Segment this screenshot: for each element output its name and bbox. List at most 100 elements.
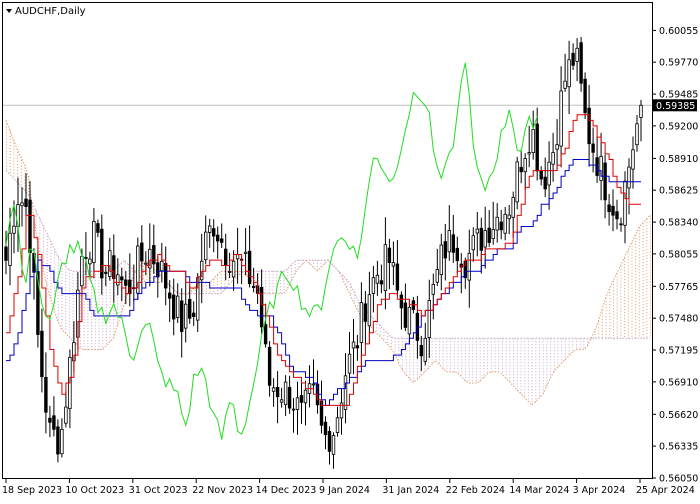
cloud-dot xyxy=(553,362,555,364)
candle-body xyxy=(235,254,240,260)
cloud-dot xyxy=(446,356,448,358)
cloud-dot xyxy=(646,282,648,284)
candle-body xyxy=(607,204,611,213)
cloud-dot xyxy=(413,374,415,376)
cloud-dot xyxy=(642,292,644,294)
cloud-dot xyxy=(139,266,141,268)
cloud-dot xyxy=(527,338,529,340)
cloud-dot xyxy=(498,350,500,352)
cloud-dot xyxy=(509,356,511,358)
cloud-dot xyxy=(54,290,56,292)
cloud-dot xyxy=(453,353,455,355)
candle-body xyxy=(475,228,479,234)
cloud-dot xyxy=(513,347,515,349)
cloud-dot xyxy=(68,320,70,322)
cloud-dot xyxy=(487,365,489,367)
cloud-dot xyxy=(13,169,15,171)
cloud-dot xyxy=(638,290,640,292)
cloud-dot xyxy=(609,334,611,335)
cloud-dot xyxy=(402,338,403,340)
cloud-dot xyxy=(54,257,56,259)
cloud-dot xyxy=(494,347,496,349)
cloud-dot xyxy=(513,350,515,352)
cloud-dot xyxy=(390,336,392,338)
cloud-dot xyxy=(265,274,267,276)
cloud-dot xyxy=(113,316,115,318)
cloud-dot xyxy=(457,356,459,358)
cloud-dot xyxy=(487,344,489,346)
cloud-dot xyxy=(453,341,455,343)
triangle-down-icon[interactable] xyxy=(6,9,12,13)
cloud-dot xyxy=(472,380,474,382)
cloud-dot xyxy=(483,368,485,370)
cloud-dot xyxy=(294,267,296,269)
cloud-dot xyxy=(635,235,637,236)
cloud-dot xyxy=(268,289,270,291)
cloud-dot xyxy=(620,334,622,336)
cloud-dot xyxy=(320,263,322,265)
cloud-dot xyxy=(624,294,626,296)
cloud-dot xyxy=(601,309,603,311)
cloud-dot xyxy=(620,271,622,273)
cloud-dot xyxy=(616,324,618,326)
cloud-dot xyxy=(91,331,93,333)
cloud-dot xyxy=(646,219,648,221)
cloud-dot xyxy=(646,258,648,260)
cloud-dot xyxy=(616,297,618,299)
cloud-dot xyxy=(80,319,81,321)
cloud-dot xyxy=(68,293,70,295)
candle-body xyxy=(219,238,224,243)
cloud-dot xyxy=(516,383,518,385)
cloud-dot xyxy=(516,389,518,391)
cloud-dot xyxy=(642,295,644,297)
cloud-dot xyxy=(479,338,481,340)
cloud-dot xyxy=(461,341,463,343)
cloud-dot xyxy=(346,285,348,287)
cloud-dot xyxy=(616,306,618,308)
cloud-dot xyxy=(494,341,496,343)
candle-body xyxy=(80,255,84,287)
cloud-dot xyxy=(353,297,355,299)
cloud-dot xyxy=(427,368,429,370)
cloud-dot xyxy=(105,310,107,312)
cloud-dot xyxy=(635,274,637,275)
cloud-dot xyxy=(279,283,281,285)
cloud-dot xyxy=(520,365,522,367)
cloud-dot xyxy=(531,365,533,367)
cloud-dot xyxy=(65,319,67,321)
candle-body xyxy=(60,428,64,455)
cloud-dot xyxy=(457,347,459,349)
cloud-dot xyxy=(642,274,644,276)
cloud-dot xyxy=(124,296,126,298)
cloud-dot xyxy=(439,350,440,352)
cloud-dot xyxy=(516,338,518,340)
cloud-dot xyxy=(9,169,11,170)
cloud-dot xyxy=(498,341,500,343)
cloud-dot xyxy=(557,362,559,364)
cloud-dot xyxy=(479,374,481,376)
cloud-dot xyxy=(631,302,633,304)
cloud-dot xyxy=(627,277,629,279)
cloud-dot xyxy=(383,332,385,333)
symbol-header[interactable]: AUDCHF,Daily xyxy=(6,6,86,17)
candle-body xyxy=(327,430,332,452)
cloud-dot xyxy=(379,325,381,327)
cloud-dot xyxy=(542,377,544,379)
cloud-dot xyxy=(520,371,522,373)
cloud-dot xyxy=(194,293,196,294)
cloud-dot xyxy=(276,274,278,276)
cloud-dot xyxy=(6,153,7,155)
cloud-dot xyxy=(142,262,144,264)
cloud-dot xyxy=(579,341,581,343)
cloud-dot xyxy=(65,298,67,300)
cloud-dot xyxy=(638,281,640,283)
cloud-dot xyxy=(472,356,474,358)
cloud-dot xyxy=(583,344,585,346)
cloud-dot xyxy=(631,293,633,295)
cloud-dot xyxy=(398,359,400,361)
candle-body xyxy=(20,202,24,207)
cloud-dot xyxy=(598,327,600,329)
cloud-dot xyxy=(442,353,444,355)
